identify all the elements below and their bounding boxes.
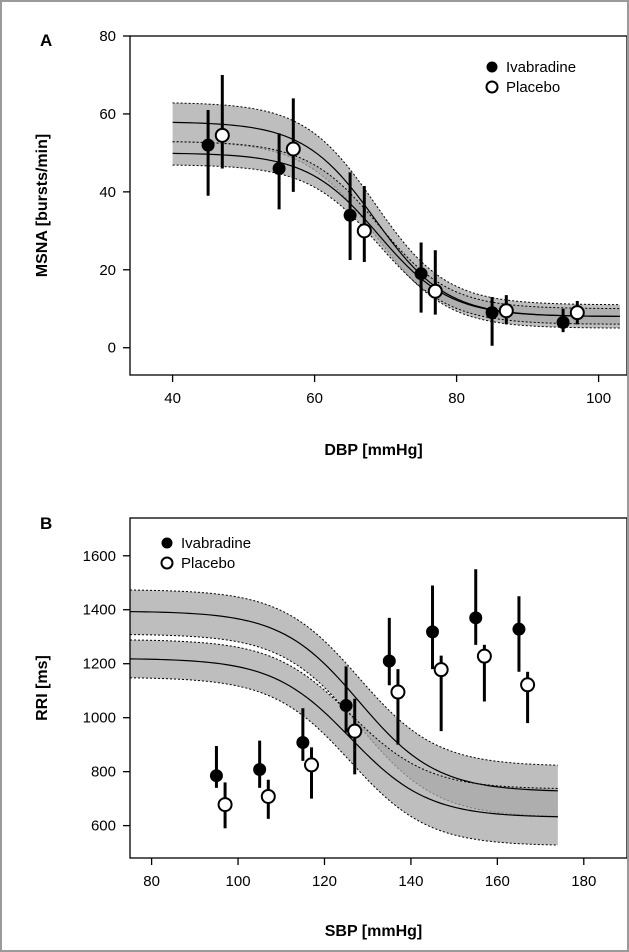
legend-marker-placebo — [160, 556, 174, 570]
data-point-ivabradine — [272, 161, 286, 175]
fit-curve-ivabradine — [129, 610, 558, 792]
y-axis-label: MSNA [bursts/min] — [34, 134, 51, 277]
data-point-ivabradine — [339, 699, 353, 713]
data-point-placebo — [520, 677, 536, 693]
data-point-placebo — [427, 283, 443, 299]
data-point-placebo — [285, 141, 301, 157]
x-tick-label: 60 — [306, 390, 323, 407]
data-point-placebo — [476, 648, 492, 664]
x-axis-label: SBP [mmHg] — [325, 923, 423, 940]
y-tick-label: 80 — [99, 28, 116, 45]
legend-marker-placebo — [485, 80, 499, 94]
panel-label: B — [40, 514, 52, 533]
band-upper-line — [172, 141, 620, 310]
y-tick-label: 1000 — [83, 710, 116, 727]
y-tick-label: 0 — [108, 340, 116, 357]
data-point-ivabradine — [296, 736, 310, 750]
confidence-band-ivabradine — [172, 102, 620, 329]
chart-panel-b: B 80 100 120 140 160 180 600 800 1000 1200 1400 1600… — [34, 514, 627, 940]
confidence-band-placebo — [172, 141, 620, 325]
panel-label: A — [40, 31, 52, 50]
chart-panel-a: A 40 60 80 100 0 20 40 60 80 DBP [mmHg] MSNA [burst… — [34, 28, 627, 459]
data-point-placebo — [260, 788, 276, 804]
data-point-placebo — [498, 303, 514, 319]
x-tick-label: 180 — [571, 873, 596, 890]
band-upper-line — [129, 589, 558, 766]
x-tick-label: 120 — [312, 873, 337, 890]
confidence-band-placebo — [130, 639, 558, 846]
fit-curve-placebo — [129, 658, 558, 818]
data-point-ivabradine — [556, 315, 570, 329]
data-point-ivabradine — [382, 654, 396, 668]
y-tick-label: 1200 — [83, 656, 116, 673]
data-point-placebo — [214, 127, 230, 143]
y-axis-label: RRI [ms] — [34, 655, 51, 721]
legend-label-ivabradine: Ivabradine — [181, 535, 251, 552]
x-tick-label: 40 — [164, 390, 181, 407]
x-tick-label: 160 — [485, 873, 510, 890]
data-point-ivabradine — [209, 769, 223, 783]
data-point-ivabradine — [414, 267, 428, 281]
x-tick-label: 80 — [448, 390, 465, 407]
x-tick-label: 140 — [398, 873, 423, 890]
plot-frame — [129, 35, 627, 376]
data-point-ivabradine — [201, 138, 215, 152]
y-tick-label: 1400 — [83, 602, 116, 619]
legend-label-placebo: Placebo — [506, 79, 560, 96]
data-point-placebo — [390, 684, 406, 700]
y-tick-label: 60 — [99, 106, 116, 123]
data-point-placebo — [347, 723, 363, 739]
data-point-ivabradine — [253, 762, 267, 776]
y-tick-label: 1600 — [83, 548, 116, 565]
data-point-placebo — [569, 305, 585, 321]
x-tick-label: 80 — [143, 873, 160, 890]
y-tick-label: 800 — [91, 764, 116, 781]
data-point-ivabradine — [485, 306, 499, 320]
y-tick-label: 40 — [99, 184, 116, 201]
legend-marker-ivabradine — [486, 61, 498, 73]
x-tick-label: 100 — [226, 873, 251, 890]
band-lower-line — [129, 677, 558, 846]
fit-curve-placebo — [172, 152, 620, 317]
data-point-placebo — [304, 757, 320, 773]
legend-label-placebo: Placebo — [181, 555, 235, 572]
legend-marker-ivabradine — [161, 537, 173, 549]
data-point-placebo — [356, 223, 372, 239]
data-point-ivabradine — [469, 611, 483, 625]
x-axis-label: DBP [mmHg] — [324, 442, 422, 459]
y-tick-label: 600 — [91, 818, 116, 835]
data-point-ivabradine — [512, 622, 526, 636]
plot-frame — [129, 517, 627, 859]
y-tick-label: 20 — [99, 262, 116, 279]
band-upper-line — [172, 102, 620, 306]
band-lower-line — [172, 164, 620, 325]
data-point-ivabradine — [343, 208, 357, 222]
legend-label-ivabradine: Ivabradine — [506, 59, 576, 76]
data-point-placebo — [433, 662, 449, 678]
data-point-ivabradine — [426, 625, 440, 639]
data-point-placebo — [217, 797, 233, 813]
x-tick-label: 100 — [586, 390, 611, 407]
